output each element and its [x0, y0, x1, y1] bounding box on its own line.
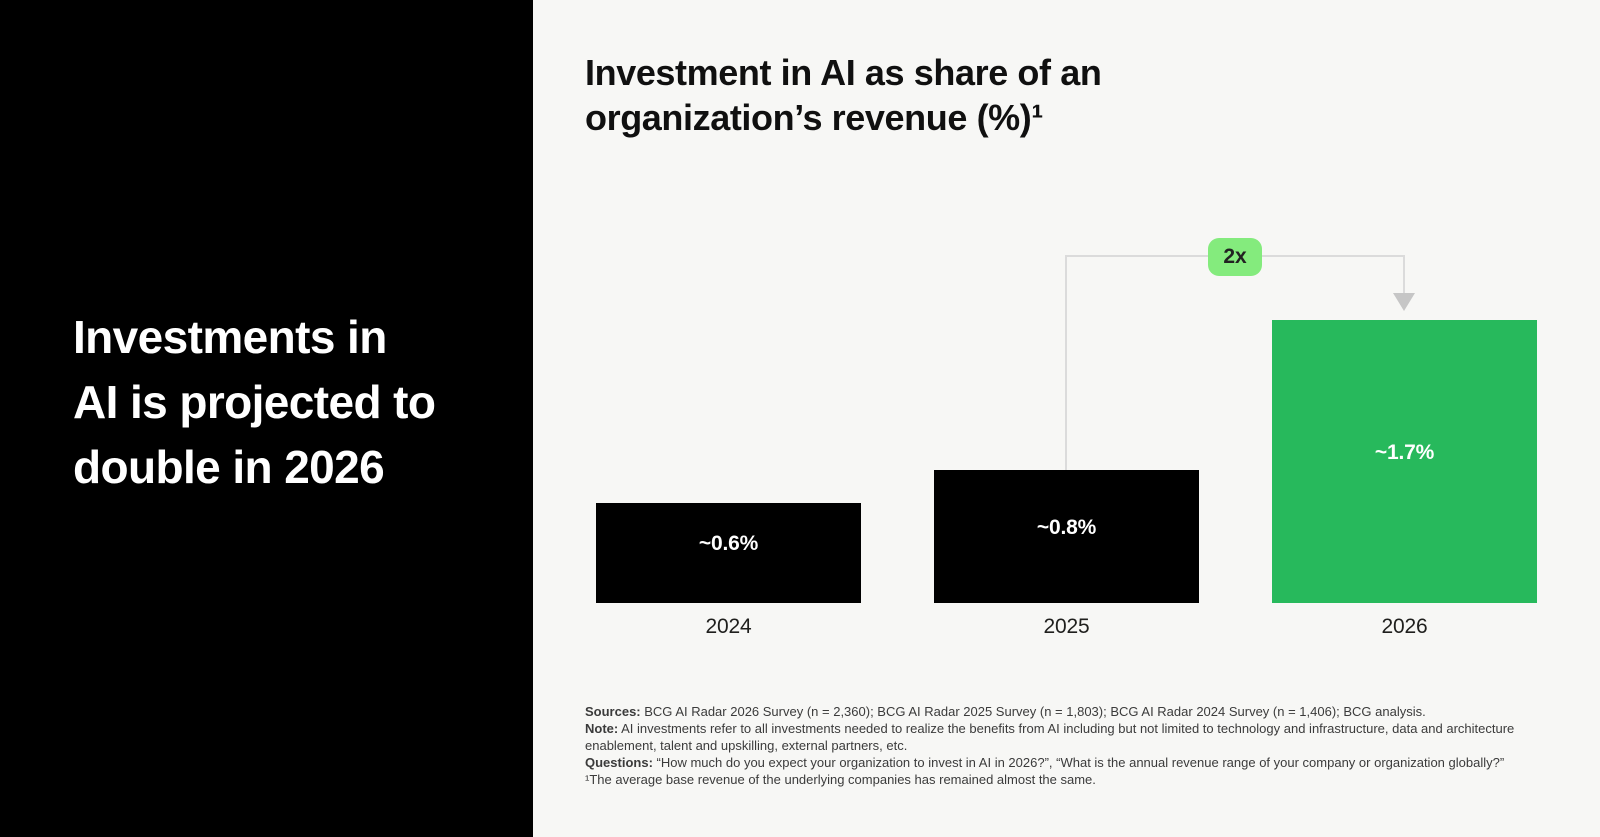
footnote-note: Note: AI investments refer to all invest…: [585, 721, 1515, 753]
arrow-down-icon: [1393, 293, 1415, 311]
bar-chart: 2x ~0.6% ~0.8% ~1.7% 2024 2025 2026: [596, 230, 1537, 638]
left-panel: Investments in AI is projected to double…: [0, 0, 533, 837]
footnotes: Sources: BCG AI Radar 2026 Survey (n = 2…: [585, 703, 1533, 788]
footnote-base-revenue: ¹The average base revenue of the underly…: [585, 772, 1096, 787]
connector-arrow-stem: [1403, 255, 1405, 293]
bar-2025: ~0.8%: [934, 470, 1199, 603]
year-label-2026: 2026: [1381, 615, 1428, 638]
footnote-sources: Sources: BCG AI Radar 2026 Survey (n = 2…: [585, 704, 1426, 719]
bar-value-label: ~1.7%: [1374, 440, 1435, 464]
headline-line: AI is projected to: [73, 376, 436, 428]
bar-2024: ~0.6%: [596, 503, 861, 603]
chart-title-line: Investment in AI as share of an: [585, 52, 1102, 93]
footnote-questions: Questions: “How much do you expect your …: [585, 755, 1505, 770]
slide-headline: Investments in AI is projected to double…: [73, 305, 513, 500]
year-label-2024: 2024: [705, 615, 752, 638]
bar-value-label: ~0.8%: [1036, 515, 1097, 539]
connector-vertical-line: [1065, 255, 1067, 470]
chart-title: Investment in AI as share of an organiza…: [585, 50, 1102, 140]
bar-2026: ~1.7%: [1272, 320, 1537, 603]
growth-multiplier-label: 2x: [1223, 245, 1247, 268]
growth-multiplier-badge: 2x: [1208, 238, 1262, 276]
headline-line: double in 2026: [73, 441, 385, 493]
headline-line: Investments in: [73, 311, 387, 363]
year-label-2025: 2025: [1043, 615, 1090, 638]
chart-title-line: organization’s revenue (%)¹: [585, 97, 1043, 138]
bar-value-label: ~0.6%: [698, 532, 759, 555]
